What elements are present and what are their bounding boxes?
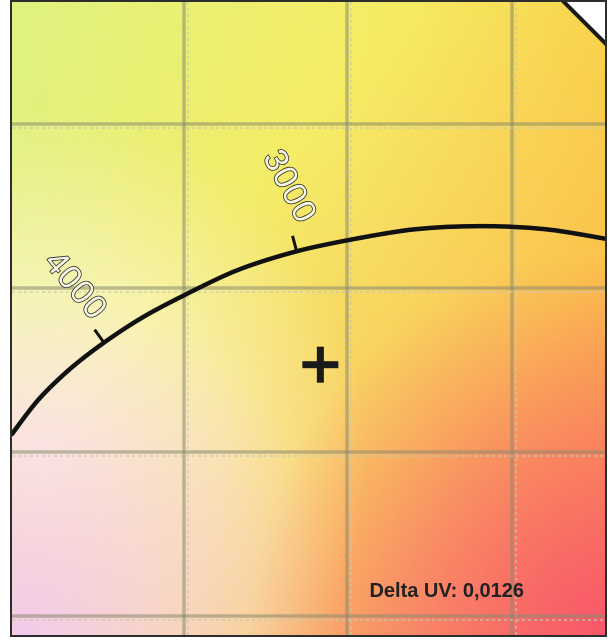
locus-tick-3000 bbox=[291, 235, 299, 252]
target-crosshair-icon bbox=[302, 346, 339, 383]
crosshair-vertical bbox=[316, 346, 324, 383]
chromaticity-chart: 4000 3000 Delta UV: 0,0126 bbox=[10, 0, 607, 637]
delta-uv-readout: Delta UV: 0,0126 bbox=[369, 580, 524, 602]
chart-grid bbox=[12, 2, 605, 635]
plot-background bbox=[12, 2, 605, 635]
gamut-corner bbox=[561, 2, 605, 46]
planckian-locus-line bbox=[12, 223, 605, 437]
locus-tick-4000 bbox=[93, 328, 106, 344]
